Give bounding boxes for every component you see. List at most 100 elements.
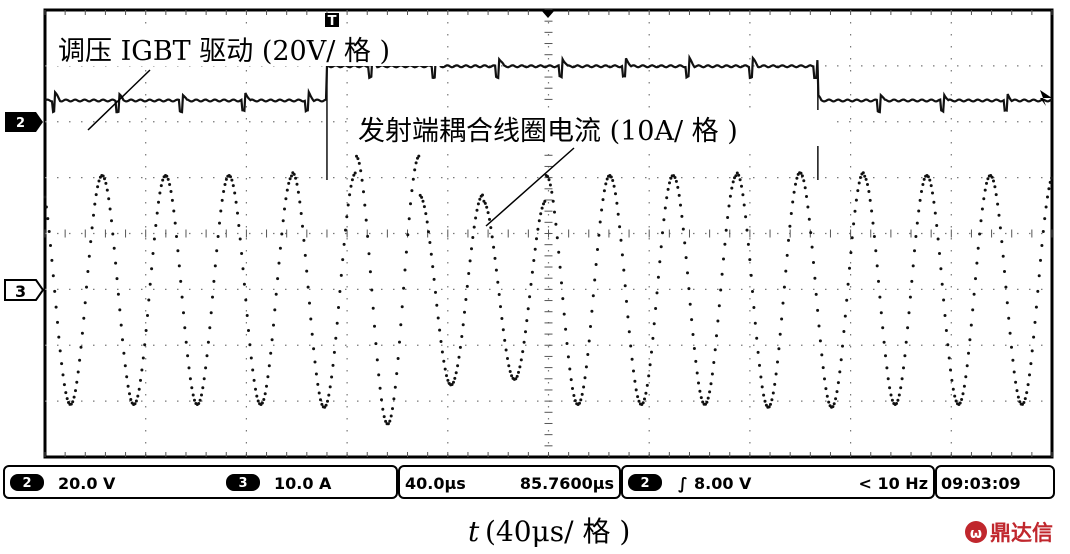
series-ch3-coil-current-point (292, 172, 296, 176)
series-ch3-coil-current-point (602, 189, 606, 193)
series-ch3-coil-current-point (727, 204, 731, 208)
series-ch3-coil-current-point (710, 372, 714, 376)
series-ch3-coil-current-point (269, 351, 273, 355)
series-ch3-coil-current-point (501, 328, 505, 332)
series-ch3-coil-current-point (251, 368, 255, 372)
series-ch3-coil-current-point (692, 347, 696, 350)
series-ch3-coil-current-point (461, 323, 465, 327)
series-ch3-coil-current-point (874, 249, 878, 253)
series-ch3-coil-current-point (295, 182, 299, 186)
series-ch3-coil-current-point (609, 175, 613, 179)
series-ch3-coil-current-point (998, 226, 1002, 230)
series-ch3-coil-current-point (910, 279, 914, 283)
status-section-trigger (621, 465, 935, 499)
series-ch3-coil-current-point (658, 260, 662, 264)
series-ch3-coil-current-point (212, 279, 216, 283)
series-ch3-coil-current-point (152, 237, 156, 241)
series-ch3-coil-current-point (688, 302, 692, 306)
series-ch3-coil-current-point (309, 317, 313, 321)
series-ch3-coil-current-point (150, 267, 154, 271)
series-ch3-coil-current-point (738, 178, 742, 182)
series-ch3-coil-current-point (979, 219, 983, 223)
series-ch3-coil-current-point (580, 392, 584, 396)
series-ch3-coil-current-point (587, 339, 591, 343)
series-ch3-coil-current-point (586, 353, 590, 356)
ch2-scale-badge-label: 2 (22, 476, 31, 491)
series-ch3-coil-current-point (677, 193, 681, 197)
series-ch3-coil-current-point (681, 227, 685, 231)
series-ch3-coil-current-point (170, 198, 174, 202)
series-ch3-coil-current-point (863, 174, 867, 178)
series-ch3-coil-current-point (443, 367, 447, 371)
series-ch3-coil-current-point (159, 184, 163, 188)
series-ch3-coil-current-point (114, 261, 118, 265)
series-ch3-coil-current-point (85, 285, 88, 289)
series-ch3-coil-current-point (785, 253, 789, 257)
series-ch3-coil-current-point (758, 363, 761, 367)
series-ch3-coil-current-point (507, 364, 511, 368)
series-ch3-coil-current-point (854, 198, 858, 202)
series-ch3-coil-current-point (878, 295, 882, 299)
series-ch3-coil-current-point (147, 298, 151, 302)
series-ch3-coil-current-point (695, 371, 699, 375)
series-ch3-coil-current-point (852, 222, 856, 226)
series-ch3-coil-current-point (111, 232, 115, 236)
series-ch3-coil-current-point (812, 261, 815, 264)
series-ch3-coil-current-point (439, 340, 443, 343)
series-ch3-coil-current-point (262, 398, 266, 401)
series-ch3-coil-current-point (345, 215, 349, 219)
series-ch3-coil-current-point (526, 307, 530, 311)
series-ch3-coil-current-point (140, 368, 144, 372)
series-ch3-coil-current-point (514, 377, 518, 381)
series-ch3-coil-current-point (731, 180, 735, 184)
series-ch3-coil-current-point (810, 245, 814, 249)
series-ch3-coil-current-point (476, 202, 480, 206)
series-ch3-coil-current-point (643, 397, 646, 401)
series-ch3-coil-current-point (93, 202, 97, 206)
series-ch3-coil-current-point (223, 183, 227, 186)
series-ch3-coil-current-point (903, 354, 907, 358)
series-ch3-coil-current-point (769, 402, 772, 406)
series-ch3-coil-current-point (728, 194, 732, 198)
series-ch3-coil-current-point (816, 308, 820, 312)
series-ch3-coil-current-point (591, 294, 595, 298)
series-ch3-coil-current-point (535, 237, 538, 241)
series-ch3-coil-current-point (965, 364, 969, 368)
series-ch3-coil-current-point (985, 181, 988, 185)
series-ch3-coil-current-point (143, 343, 147, 347)
series-ch3-coil-current-point (751, 290, 754, 293)
series-ch3-coil-current-point (255, 394, 259, 398)
series-ch3-coil-current-point (748, 258, 752, 262)
series-ch3-coil-current-point (188, 377, 192, 381)
series-ch3-coil-current-point (1015, 389, 1019, 393)
series-ch3-coil-current-point (263, 392, 267, 396)
series-ch3-coil-current-point (242, 282, 246, 286)
series-ch3-coil-current-point (634, 388, 638, 392)
series-ch3-coil-current-point (744, 215, 748, 219)
series-ch3-coil-current-point (288, 177, 292, 181)
series-ch3-coil-current-point (690, 318, 694, 322)
series-ch3-coil-current-point (193, 398, 196, 402)
series-ch3-coil-current-point (867, 190, 871, 193)
series-ch3-coil-current-point (961, 392, 965, 396)
series-ch3-coil-current-point (759, 375, 763, 379)
series-ch3-coil-current-point (468, 259, 472, 263)
series-ch3-coil-current-point (1005, 301, 1009, 305)
series-ch2-igbt-drive (44, 53, 1053, 114)
series-ch3-coil-current-point (935, 224, 939, 227)
series-ch3-coil-current-point (82, 316, 86, 320)
ch3-scale-badge-label: 3 (238, 476, 247, 491)
trigger-source-badge-label: 2 (640, 476, 649, 491)
series-ch3-coil-current-point (589, 325, 592, 328)
series-ch3-coil-current-point (72, 395, 76, 399)
trigger-level-readout: 8.00 V (694, 474, 752, 493)
series-ch3-coil-current-point (240, 252, 244, 255)
series-ch3-coil-current-point (543, 199, 547, 203)
series-ch3-coil-current-point (676, 185, 680, 189)
series-ch3-coil-current-point (740, 184, 743, 188)
series-ch3-coil-current-point (716, 319, 720, 323)
series-ch3-coil-current-point (949, 368, 952, 372)
series-ch3-coil-current-point (245, 314, 249, 317)
series-ch3-coil-current-point (302, 238, 306, 242)
series-ch3-coil-current-point (843, 314, 847, 318)
